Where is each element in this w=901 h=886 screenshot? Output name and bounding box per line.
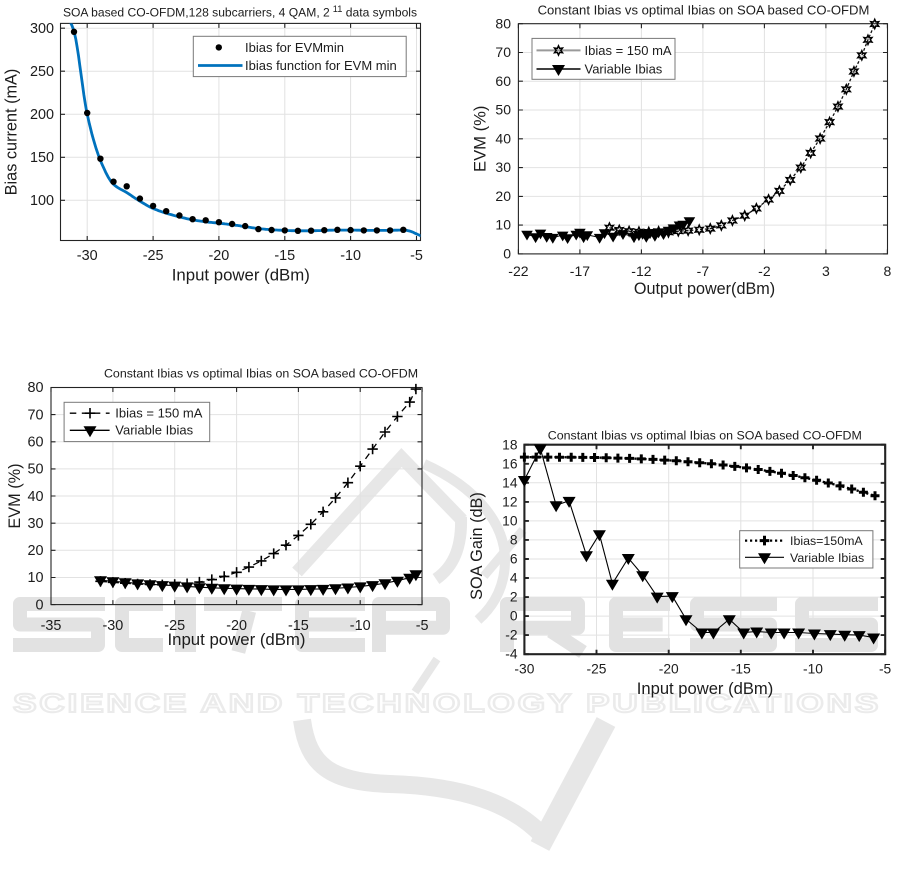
svg-text:-22: -22 [508,263,528,279]
svg-text:60: 60 [495,73,511,89]
svg-text:6: 6 [510,552,518,567]
svg-text:30: 30 [495,159,511,175]
svg-text:18: 18 [502,437,518,452]
svg-text:-15: -15 [731,662,751,677]
svg-text:Bias current (mA): Bias current (mA) [3,69,21,196]
svg-text:EVM (%): EVM (%) [6,463,24,528]
svg-text:4: 4 [510,571,518,586]
svg-text:-10: -10 [340,248,361,264]
svg-text:2: 2 [510,590,518,605]
svg-text:Input power (dBm): Input power (dBm) [167,630,305,649]
svg-text:10: 10 [502,514,518,529]
svg-text:60: 60 [27,435,43,451]
svg-text:SOA based CO-OFDM,128 subcarri: SOA based CO-OFDM,128 subcarriers, 4 QAM… [63,4,417,20]
svg-text:20: 20 [495,188,511,204]
svg-text:300: 300 [30,21,54,37]
svg-text:12: 12 [502,494,517,509]
svg-text:150: 150 [30,150,54,166]
svg-text:Ibias function for EVM min: Ibias function for EVM min [245,58,397,73]
svg-text:Ibias=150mA: Ibias=150mA [790,534,863,548]
svg-text:70: 70 [495,44,511,60]
svg-text:14: 14 [502,475,518,490]
svg-text:0: 0 [503,246,511,262]
svg-text:Ibias = 150 mA: Ibias = 150 mA [585,43,672,58]
svg-text:-25: -25 [587,662,607,677]
svg-text:SCIENCE AND TECHNOLOGY PUBLICA: SCIENCE AND TECHNOLOGY PUBLICATIONS [13,690,881,718]
svg-text:50: 50 [27,462,43,478]
svg-text:-35: -35 [41,618,62,634]
svg-text:30: 30 [27,516,43,532]
svg-text:-30: -30 [514,662,534,677]
svg-text:Variable Ibias: Variable Ibias [790,551,864,565]
svg-text:-25: -25 [164,618,185,634]
svg-text:Ibias for EVMmin: Ibias for EVMmin [245,40,344,55]
svg-text:-5: -5 [879,662,892,677]
svg-text:80: 80 [27,380,43,396]
svg-text:10: 10 [495,217,511,233]
svg-text:20: 20 [27,543,43,559]
svg-text:100: 100 [30,193,54,209]
svg-text:-10: -10 [803,662,823,677]
svg-text:70: 70 [27,407,43,423]
svg-text:-7: -7 [697,263,710,279]
svg-text:-20: -20 [659,662,679,677]
svg-text:SOA Gain (dB): SOA Gain (dB) [468,492,486,600]
svg-text:Constant Ibias vs optimal Ibia: Constant Ibias vs optimal Ibias on SOA b… [104,367,418,381]
svg-text:-20: -20 [208,248,229,264]
svg-text:EVM (%): EVM (%) [471,106,490,172]
svg-text:Constant Ibias vs optimal Ibia: Constant Ibias vs optimal Ibias on SOA b… [548,429,862,443]
svg-text:Output power(dBm): Output power(dBm) [634,280,775,298]
svg-text:3: 3 [822,263,830,279]
svg-text:-2: -2 [505,628,517,643]
svg-text:Constant Ibias vs optimal Ibia: Constant Ibias vs optimal Ibias on SOA b… [538,3,870,18]
svg-text:8: 8 [884,263,892,279]
svg-text:-10: -10 [350,618,371,634]
svg-text:-20: -20 [226,618,247,634]
svg-text:Variable Ibias: Variable Ibias [585,62,663,77]
svg-text:50: 50 [495,102,511,118]
svg-text:-30: -30 [102,618,123,634]
svg-text:-2: -2 [758,263,771,279]
svg-text:-5: -5 [416,618,429,634]
svg-text:10: 10 [27,570,43,586]
svg-text:Input power (dBm): Input power (dBm) [637,679,774,698]
svg-text:-4: -4 [505,647,518,662]
svg-text:-12: -12 [631,263,651,279]
svg-text:16: 16 [502,456,518,471]
svg-text:80: 80 [495,15,511,31]
svg-text:-15: -15 [274,248,295,264]
svg-text:40: 40 [495,130,511,146]
svg-text:0: 0 [35,597,43,613]
svg-text:-30: -30 [77,248,98,264]
svg-text:-17: -17 [570,263,590,279]
svg-text:-25: -25 [143,248,164,264]
svg-text:-15: -15 [288,618,309,634]
svg-text:200: 200 [30,107,54,123]
svg-text:250: 250 [30,64,54,80]
svg-text:-5: -5 [410,248,423,264]
svg-text:Ibias = 150 mA: Ibias = 150 mA [115,406,202,421]
svg-text:40: 40 [27,489,43,505]
svg-text:Input power (dBm): Input power (dBm) [172,266,310,285]
svg-text:8: 8 [510,533,518,548]
svg-text:0: 0 [510,609,518,624]
svg-text:Variable Ibias: Variable Ibias [115,423,193,438]
